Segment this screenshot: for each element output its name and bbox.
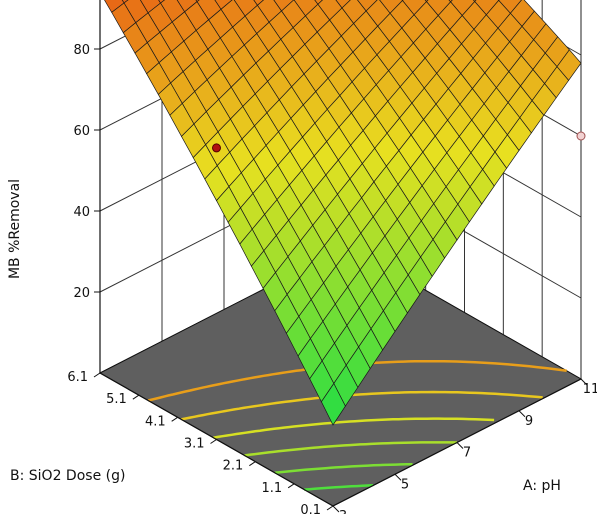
surface-cell (320, 382, 346, 426)
y-tick (287, 483, 295, 489)
x-tick (456, 442, 464, 449)
design-points-behind (576, 131, 586, 141)
y-tick (326, 505, 334, 511)
x-tick-label: 5 (401, 477, 409, 492)
design-point (212, 143, 221, 153)
design-point (576, 131, 586, 141)
y-axis-title: B: SiO2 Dose (g) (10, 468, 125, 484)
surface-cell (253, 0, 265, 6)
y-tick-label: 3.1 (184, 437, 205, 452)
z-tick-label: 20 (73, 286, 90, 301)
contour-line (244, 441, 458, 457)
x-axis-title: A: pH (523, 478, 561, 494)
x-tick-label: 9 (525, 414, 533, 429)
y-tick-label: 6.1 (67, 370, 88, 385)
contour-line (274, 462, 413, 475)
z-axis-title: MB %Removal (7, 179, 23, 279)
axes (93, 0, 588, 513)
response-surface (104, 0, 582, 426)
y-tick (93, 372, 101, 378)
x-tick-label: 3 (339, 509, 347, 514)
contour-line (213, 417, 495, 439)
y-tick (210, 439, 217, 444)
y-tick-label: 5.1 (106, 392, 127, 407)
z-tick-label: 40 (73, 205, 90, 220)
y-tick-label: 4.1 (145, 414, 166, 429)
y-tick (132, 394, 140, 400)
surface-cell (314, 0, 324, 5)
design-points-front (212, 143, 221, 153)
tick-labels: 204060801001203579110.11.12.13.14.15.16.… (67, 43, 597, 514)
x-tick-label: 11 (583, 382, 597, 397)
y-tick-label: 2.1 (223, 459, 244, 474)
x-tick (394, 473, 402, 481)
y-tick-label: 0.1 (300, 503, 321, 514)
y-tick (249, 461, 256, 467)
z-tick-label: 80 (73, 43, 90, 58)
x-tick-label: 7 (463, 446, 471, 461)
z-tick-label: 60 (73, 124, 90, 139)
contour-line (304, 484, 374, 491)
y-tick-label: 1.1 (261, 481, 282, 496)
y-tick (171, 416, 178, 422)
x-tick (332, 505, 340, 513)
x-tick (580, 378, 588, 386)
x-tick (518, 410, 526, 418)
